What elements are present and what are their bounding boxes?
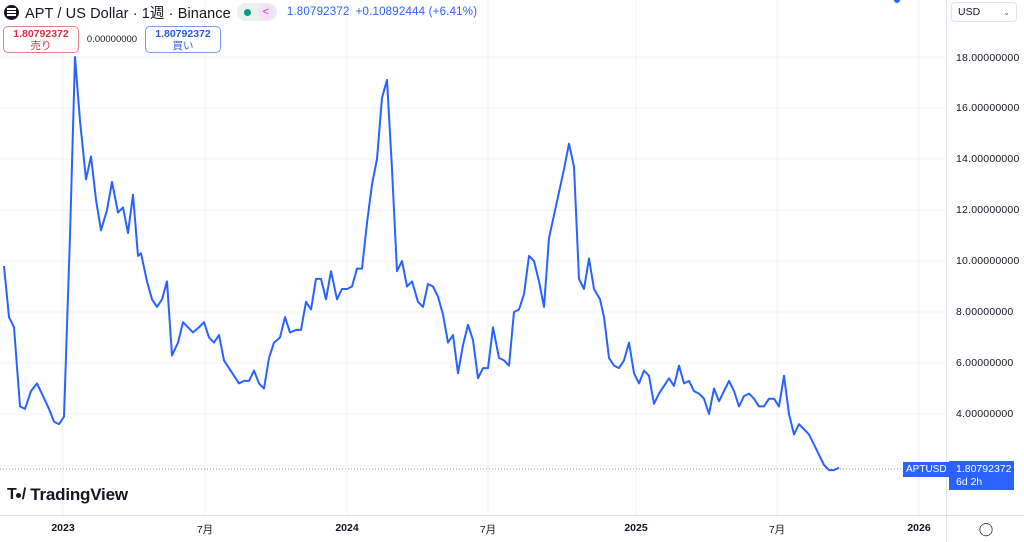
time-label: 2023 xyxy=(51,522,75,534)
time-label: 2026 xyxy=(907,522,931,534)
time-label: 7月 xyxy=(196,524,214,536)
time-axis[interactable]: 2023 7月 2024 7月 2025 7月 2026 xyxy=(0,515,946,542)
currency-value: USD xyxy=(958,6,981,18)
tradingview-logo-icon: T / xyxy=(7,486,26,503)
last-price-value: 1.80792372 xyxy=(956,463,1012,475)
gear-icon: ◯ xyxy=(978,521,994,536)
chart-header: APT / US Dollar · 1週 · Binance < 1.80792… xyxy=(4,2,477,22)
symbol-tag: APTUSD xyxy=(903,462,950,477)
price-label: 18.00000000 xyxy=(956,52,1020,64)
tradingview-logo[interactable]: T / TradingView xyxy=(7,485,128,505)
market-open-dot-icon xyxy=(243,8,251,16)
price-label: 8.00000000 xyxy=(956,306,1014,318)
price-axis[interactable]: USD ⌄ 18.00000000 16.00000000 14.0000000… xyxy=(946,0,1024,515)
sell-price: 1.80792372 xyxy=(13,28,69,40)
sell-button[interactable]: 1.80792372 売り xyxy=(3,26,79,53)
time-label: 2024 xyxy=(335,522,359,534)
price-label: 10.00000000 xyxy=(956,255,1020,267)
time-label: 7月 xyxy=(479,524,497,536)
price-chart[interactable] xyxy=(0,0,946,515)
currency-selector[interactable]: USD ⌄ xyxy=(951,2,1017,22)
last-price-dot xyxy=(894,0,900,3)
price-label: 4.00000000 xyxy=(956,408,1014,420)
time-label: 7月 xyxy=(768,524,786,536)
spread-value: 0.00000000 xyxy=(86,34,138,45)
sell-label: 売り xyxy=(30,40,52,52)
price-line xyxy=(3,56,840,472)
chevron-down-icon: ⌄ xyxy=(1003,7,1010,17)
share-icon[interactable]: < xyxy=(257,4,274,20)
price-label: 14.00000000 xyxy=(956,153,1020,165)
time-label: 2025 xyxy=(624,522,648,534)
buy-label: 買い xyxy=(172,40,194,52)
trade-panel: 1.80792372 売り 0.00000000 1.80792372 買い xyxy=(3,26,221,53)
last-price-label: 1.80792372 6d 2h xyxy=(949,461,1014,490)
price-label: 16.00000000 xyxy=(956,102,1020,114)
logo-text: TradingView xyxy=(30,485,128,504)
quote-price: 1.80792372 xyxy=(286,6,350,18)
buy-price: 1.80792372 xyxy=(155,28,211,40)
quote-change: +0.10892444 (+6.41%) xyxy=(355,6,478,18)
coin-icon xyxy=(4,4,19,20)
symbol-title[interactable]: APT / US Dollar · 1週 · Binance xyxy=(25,5,231,22)
buy-button[interactable]: 1.80792372 買い xyxy=(145,26,221,53)
price-label: 6.00000000 xyxy=(956,357,1014,369)
status-pill[interactable]: < xyxy=(236,3,277,21)
chart-grid xyxy=(0,0,946,515)
settings-button[interactable]: ◯ xyxy=(946,515,1024,542)
price-label: 12.00000000 xyxy=(956,204,1020,216)
bar-countdown: 6d 2h xyxy=(956,476,983,488)
